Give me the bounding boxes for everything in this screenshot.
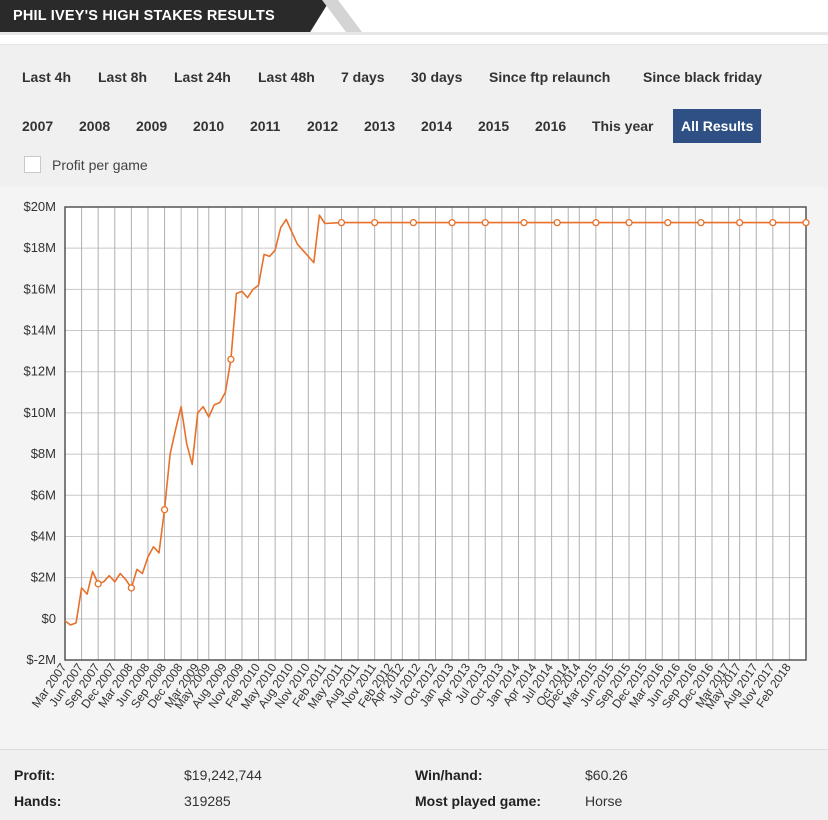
filter-7-days[interactable]: 7 days xyxy=(341,69,385,85)
filter-2011[interactable]: 2011 xyxy=(250,118,281,134)
data-point xyxy=(371,218,379,227)
profit-line xyxy=(64,214,806,626)
data-point xyxy=(227,355,235,364)
stats-panel: Profit: $19,242,744 Win/hand: $60.26 Han… xyxy=(0,749,828,820)
filter-last-8h[interactable]: Last 8h xyxy=(98,69,148,85)
data-point xyxy=(553,218,561,227)
page-title: PHIL IVEY'S HIGH STAKES RESULTS xyxy=(13,8,275,24)
y-tick-label: $6M xyxy=(31,487,56,502)
filter-2008[interactable]: 2008 xyxy=(79,118,111,134)
y-tick-label: $16M xyxy=(23,281,56,296)
profit-chart: $-2M $0 $2M $4M $6M $8M $10M $12M $14M $16M $18M $2… xyxy=(23,199,810,712)
data-point xyxy=(625,218,633,227)
y-tick-label: $14M xyxy=(23,323,56,338)
data-point xyxy=(520,218,528,227)
title-divider xyxy=(0,32,828,35)
filter-last-24h[interactable]: Last 24h xyxy=(174,69,231,85)
filter-2015[interactable]: 2015 xyxy=(478,118,510,134)
filter-2013[interactable]: 2013 xyxy=(364,118,396,134)
filter-all-results[interactable]: All Results xyxy=(673,109,762,143)
chart-area: $-2M $0 $2M $4M $6M $8M $10M $12M $14M $16M $18M $2… xyxy=(0,187,828,749)
y-tick-label: $20M xyxy=(23,199,56,214)
profit-per-game-checkbox[interactable] xyxy=(24,156,41,173)
filter-this-year[interactable]: This year xyxy=(592,118,654,134)
title-stripe-decoration xyxy=(322,0,362,32)
time-filter-panel: Last 4h Last 8h Last 24h Last 48h 7 days 30 d… xyxy=(0,44,828,188)
hands-value: 319285 xyxy=(184,793,231,809)
data-point xyxy=(769,218,777,227)
data-point xyxy=(481,218,489,227)
data-point xyxy=(94,580,102,588)
title-banner xyxy=(0,0,330,32)
y-tick-label: $-2M xyxy=(26,652,56,667)
most-played-game-value: Horse xyxy=(585,793,623,809)
filter-30-days[interactable]: 30 days xyxy=(411,69,463,85)
y-tick-label: $2M xyxy=(31,570,56,585)
data-point xyxy=(160,506,169,514)
y-tick-label: $10M xyxy=(23,405,56,420)
filter-since-ftp-relaunch[interactable]: Since ftp relaunch xyxy=(489,69,611,85)
win-per-hand-value: $60.26 xyxy=(585,767,628,783)
data-point xyxy=(337,218,346,227)
y-tick-label: $4M xyxy=(31,528,56,543)
data-point xyxy=(735,218,744,227)
data-point xyxy=(409,218,418,227)
title-bar: PHIL IVEY'S HIGH STAKES RESULTS xyxy=(0,0,828,35)
profit-value: $19,242,744 xyxy=(184,767,262,783)
data-point xyxy=(802,218,810,227)
hands-label: Hands: xyxy=(14,793,62,809)
y-tick-label: $12M xyxy=(23,364,56,379)
win-per-hand-label: Win/hand: xyxy=(415,767,483,783)
filter-2009[interactable]: 2009 xyxy=(136,118,168,134)
data-point xyxy=(664,218,672,227)
filter-last-48h[interactable]: Last 48h xyxy=(258,69,315,85)
data-point xyxy=(127,584,136,592)
most-played-game-label: Most played game: xyxy=(415,793,542,809)
filter-since-black-friday[interactable]: Since black friday xyxy=(643,69,763,85)
y-tick-label: $8M xyxy=(31,446,56,461)
data-point xyxy=(448,218,456,227)
y-tick-label: $0 xyxy=(42,611,56,626)
data-point xyxy=(697,218,705,227)
filter-2007[interactable]: 2007 xyxy=(22,118,54,134)
filter-2014[interactable]: 2014 xyxy=(421,118,453,134)
filter-2012[interactable]: 2012 xyxy=(307,118,339,134)
filter-last-4h[interactable]: Last 4h xyxy=(22,69,72,85)
data-point xyxy=(592,218,600,227)
filter-2010[interactable]: 2010 xyxy=(193,118,225,134)
filter-2016[interactable]: 2016 xyxy=(535,118,567,134)
y-tick-label: $18M xyxy=(23,240,56,255)
profit-label: Profit: xyxy=(14,767,56,783)
profit-per-game-label: Profit per game xyxy=(52,157,148,173)
plot-border xyxy=(64,206,807,661)
